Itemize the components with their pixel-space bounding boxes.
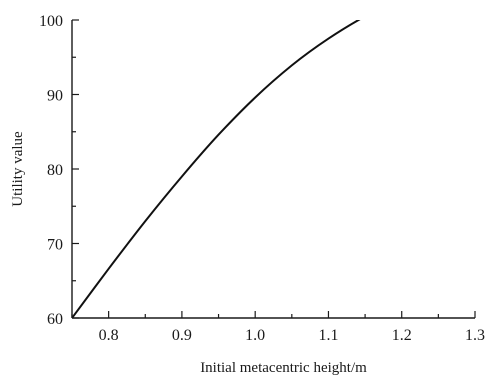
x-tick-label: 1.3 [465,327,485,344]
y-tick-label: 100 [39,13,63,30]
x-axis-ticks: 0.8 0.9 1.0 1.1 1.2 1.3 [71,311,485,344]
x-tick-label: 0.9 [172,327,192,344]
x-tick-label: 1.0 [245,327,265,344]
y-axis-ticks: 60 70 80 90 100 [39,13,79,328]
series-line [72,20,361,318]
x-tick-label: 1.1 [318,327,338,344]
x-tick-label: 0.8 [99,327,119,344]
y-tick-label: 90 [47,88,63,105]
y-tick-label: 70 [47,237,63,254]
y-tick-label: 80 [47,162,63,179]
y-axis-label: Utility value [10,131,26,207]
x-axis-label: Initial metacentric height/m [200,360,367,376]
x-tick-label: 1.2 [392,327,412,344]
y-tick-label: 60 [47,311,63,328]
plot-area [71,20,475,319]
